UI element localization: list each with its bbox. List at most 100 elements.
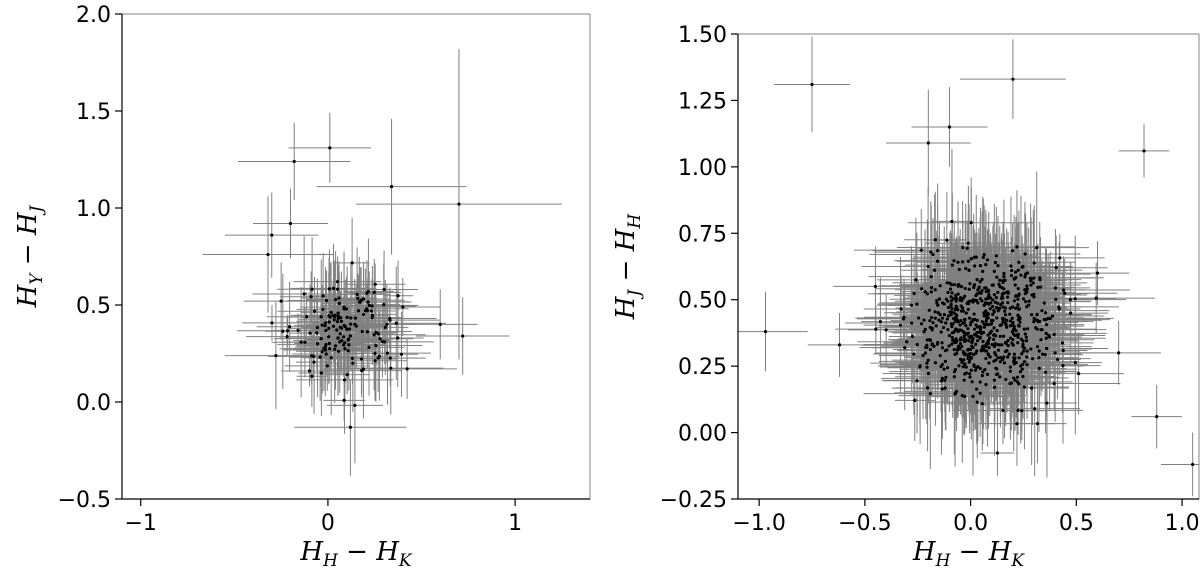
data-point <box>270 321 274 325</box>
data-point <box>1013 356 1017 360</box>
data-point <box>1012 362 1016 366</box>
data-point <box>955 348 960 352</box>
data-point <box>1016 303 1020 307</box>
data-point <box>994 296 998 300</box>
data-point <box>910 321 914 325</box>
data-point <box>974 342 978 346</box>
data-point <box>994 334 998 338</box>
data-point <box>279 299 283 303</box>
data-point <box>994 366 998 370</box>
data-point <box>1029 278 1033 282</box>
data-point <box>977 286 981 290</box>
data-point <box>979 332 984 336</box>
y-tick-label: 1.50 <box>678 23 727 48</box>
data-point <box>926 141 930 145</box>
data-point <box>992 310 996 314</box>
data-point <box>1013 378 1017 382</box>
data-point <box>980 373 984 378</box>
data-point <box>377 354 382 358</box>
data-point <box>975 387 979 391</box>
data-point <box>930 315 934 320</box>
data-point <box>925 386 930 390</box>
data-point <box>1040 309 1044 313</box>
data-point <box>913 398 917 402</box>
data-point <box>998 360 1002 364</box>
y-tick-label: 1.00 <box>678 156 727 181</box>
data-point <box>336 314 340 318</box>
data-point <box>1037 366 1041 370</box>
data-point <box>1004 342 1008 346</box>
data-point <box>995 342 999 347</box>
data-point <box>319 371 323 375</box>
data-point <box>929 250 933 254</box>
data-point <box>959 319 963 323</box>
data-point <box>940 341 944 345</box>
data-point <box>978 335 982 340</box>
data-point <box>324 298 329 303</box>
data-point <box>1014 329 1018 333</box>
data-point <box>345 315 349 319</box>
data-point <box>1117 351 1121 355</box>
data-point <box>1052 381 1056 386</box>
data-point <box>970 319 974 324</box>
data-point <box>968 375 972 379</box>
data-point <box>1022 327 1026 331</box>
data-point <box>389 366 393 370</box>
data-point <box>1016 297 1020 301</box>
x-tick-label: 0.5 <box>1059 511 1094 536</box>
data-point <box>1008 365 1012 369</box>
errorbars <box>738 36 1199 497</box>
data-point <box>343 325 347 329</box>
data-point <box>972 327 977 331</box>
data-point <box>955 351 959 356</box>
data-point <box>971 298 976 302</box>
data-point <box>943 348 947 353</box>
y-tick-label: −0.25 <box>660 488 727 513</box>
data-point <box>938 284 942 288</box>
data-point <box>988 296 993 300</box>
data-point <box>954 314 958 319</box>
data-point <box>1052 332 1056 337</box>
data-point <box>996 356 1000 360</box>
data-point <box>950 263 954 267</box>
data-point <box>996 264 1000 268</box>
data-point <box>939 320 944 324</box>
data-point <box>994 353 998 357</box>
data-point <box>348 425 352 429</box>
points <box>266 146 465 429</box>
data-point <box>980 402 984 406</box>
y-tick-label: 1.5 <box>76 100 111 125</box>
data-point <box>925 292 929 296</box>
data-point <box>938 353 942 358</box>
data-point <box>960 360 964 365</box>
data-point <box>1021 362 1025 366</box>
data-point <box>935 259 940 263</box>
data-point <box>1010 305 1015 309</box>
data-point <box>987 346 991 350</box>
data-point <box>1013 306 1018 310</box>
data-point <box>984 356 988 361</box>
data-point <box>975 400 979 404</box>
data-point <box>405 367 409 371</box>
data-point <box>396 294 400 298</box>
data-point <box>1012 277 1016 281</box>
data-point <box>927 308 931 312</box>
y-tick-label: 1.25 <box>678 89 727 114</box>
data-point <box>955 307 959 311</box>
data-point <box>968 372 972 376</box>
data-point <box>995 306 999 310</box>
data-point <box>978 380 982 384</box>
data-point <box>1057 305 1061 309</box>
data-point <box>335 320 340 324</box>
data-point <box>373 282 377 286</box>
data-point <box>1016 408 1020 413</box>
data-point <box>967 360 971 364</box>
data-point <box>952 330 956 334</box>
data-point <box>359 298 363 302</box>
data-point <box>346 349 350 353</box>
data-point <box>1012 352 1017 356</box>
x-axis-label: HH − HK <box>912 537 1026 571</box>
data-point <box>327 341 331 346</box>
data-point <box>991 304 995 309</box>
data-point <box>1030 386 1034 390</box>
